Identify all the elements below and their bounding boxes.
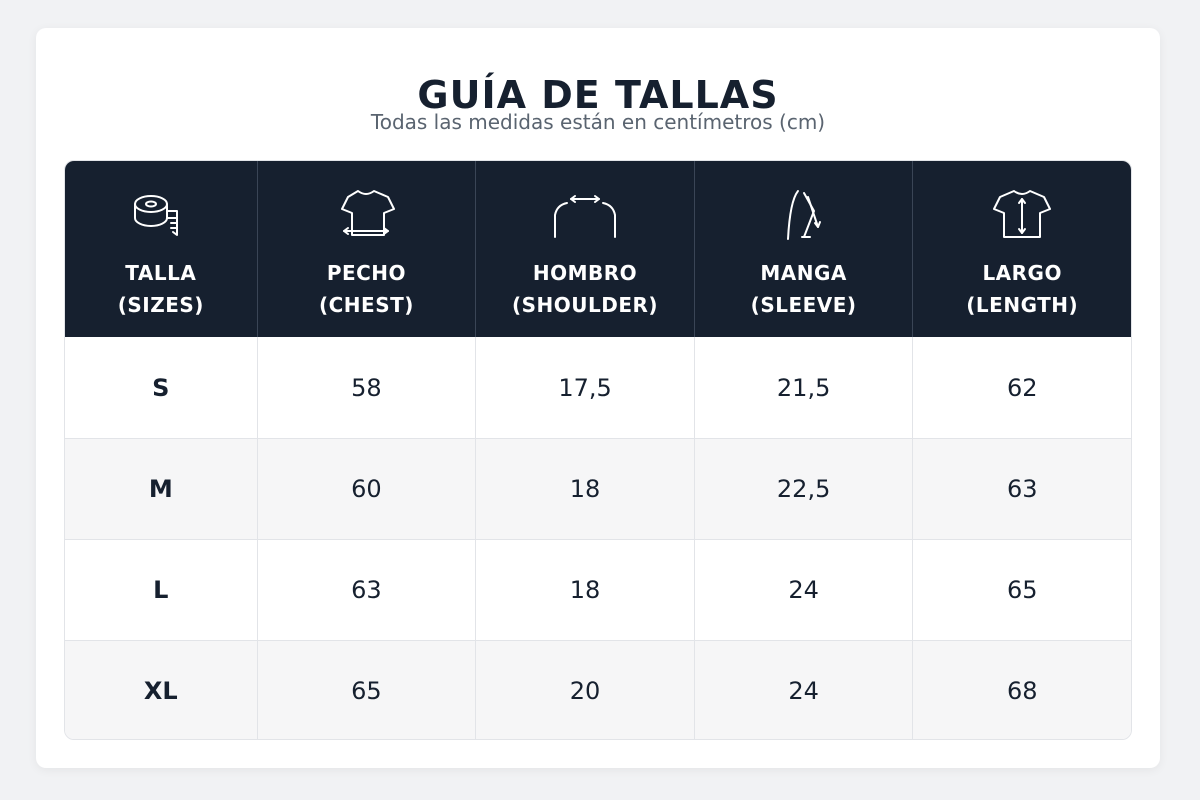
size-guide-card: GUÍA DE TALLAS Todas las medidas están e… [36, 28, 1160, 768]
column-header-label: HOMBRO (SHOULDER) [511, 261, 659, 317]
table-row: XL 65 20 24 68 [65, 640, 1131, 739]
page-title: GUÍA DE TALLAS [417, 73, 779, 117]
chest-cell: 63 [258, 540, 477, 640]
size-cell: L [65, 540, 258, 640]
sleeve-cell: 24 [695, 641, 914, 739]
column-header-shoulder: HOMBRO (SHOULDER) [476, 161, 695, 337]
tshirt-chest-icon [341, 190, 396, 236]
column-header-label: TALLA (SIZES) [117, 261, 204, 317]
sleeve-cell: 24 [695, 540, 914, 640]
length-cell: 68 [1006, 677, 1038, 705]
chest-cell: 65 [258, 641, 477, 739]
column-header-size: TALLA (SIZES) [65, 161, 258, 337]
size-cell: S [65, 337, 258, 438]
column-header-label: MANGA (SLEEVE) [750, 261, 857, 317]
column-header-label: LARGO (LENGTH) [966, 261, 1079, 317]
chest-cell: 58 [258, 337, 477, 438]
page-subtitle: Todas las medidas están en centímetros (… [370, 110, 826, 134]
chest-cell: 60 [258, 439, 477, 539]
sleeve-cell: 22,5 [695, 439, 914, 539]
shoulder-cell: 18 [476, 540, 695, 640]
table-row: S 58 17,5 21,5 62 [65, 337, 1131, 438]
size-cell: M [65, 439, 258, 539]
length-cell: 65 [1006, 576, 1038, 604]
tshirt-length-icon [993, 190, 1052, 238]
column-header-length: LARGO (LENGTH) [913, 161, 1131, 337]
measuring-tape-icon [133, 195, 178, 236]
length-cell: 62 [1006, 373, 1038, 402]
shoulder-cell: 18 [476, 439, 695, 539]
shoulder-width-icon [554, 195, 617, 238]
table-row: M 60 18 22,5 63 [65, 438, 1131, 539]
column-header-label: PECHO (CHEST) [318, 261, 414, 317]
length-cell: 63 [1006, 475, 1038, 503]
table-row: L 63 18 24 65 [65, 539, 1131, 640]
size-table: TALLA (SIZES) PECHO (CHEST) [64, 160, 1132, 740]
shoulder-cell: 20 [476, 641, 695, 739]
sleeve-length-icon [786, 190, 821, 240]
column-header-sleeve: MANGA (SLEEVE) [695, 161, 914, 337]
sleeve-cell: 21,5 [695, 337, 914, 438]
shoulder-cell: 17,5 [476, 337, 695, 438]
table-header-row: TALLA (SIZES) PECHO (CHEST) [65, 161, 1131, 337]
column-header-chest: PECHO (CHEST) [258, 161, 477, 337]
size-cell: XL [65, 641, 258, 739]
